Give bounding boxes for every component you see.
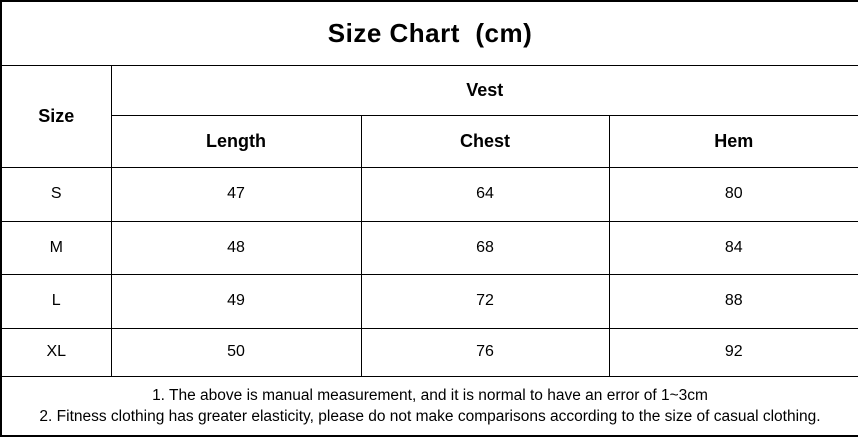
table-row-s: S 47 64 80 — [0, 166, 858, 222]
size-label: L — [0, 274, 112, 329]
table-row-xl: XL 50 76 92 — [0, 327, 858, 378]
hem-value: 88 — [608, 274, 858, 329]
column-header-size: Size — [0, 64, 112, 168]
hem-value: 92 — [608, 327, 858, 378]
length-value: 49 — [110, 274, 362, 329]
size-label: XL — [0, 327, 112, 378]
column-header-length: Length — [110, 115, 362, 168]
column-header-chest: Chest — [360, 115, 610, 168]
hem-value: 80 — [608, 166, 858, 222]
table-row-m: M 48 68 84 — [0, 220, 858, 276]
chest-value: 72 — [360, 274, 610, 329]
table-row-l: L 49 72 88 — [0, 274, 858, 329]
column-header-row: Length Chest Hem — [1, 115, 858, 168]
page-title: Size Chart (cm) — [0, 0, 858, 66]
title-row: Size Chart (cm) — [0, 0, 858, 66]
chest-value: 68 — [360, 220, 610, 276]
column-header-hem: Hem — [608, 115, 858, 168]
length-value: 47 — [110, 166, 362, 222]
note-line-2: 2. Fitness clothing has greater elastici… — [39, 408, 821, 426]
chest-value: 64 — [360, 166, 610, 222]
length-value: 50 — [110, 327, 362, 378]
chest-value: 76 — [360, 327, 610, 378]
note-line-1: 1. The above is manual measurement, and … — [152, 387, 708, 405]
length-value: 48 — [110, 220, 362, 276]
group-header-row: Size Vest — [0, 64, 858, 168]
size-label: S — [0, 166, 112, 222]
size-label: M — [0, 220, 112, 276]
group-header-vest: Vest — [110, 64, 858, 117]
notes: 1. The above is manual measurement, and … — [0, 376, 858, 437]
notes-row: 1. The above is manual measurement, and … — [0, 376, 858, 437]
hem-value: 84 — [608, 220, 858, 276]
